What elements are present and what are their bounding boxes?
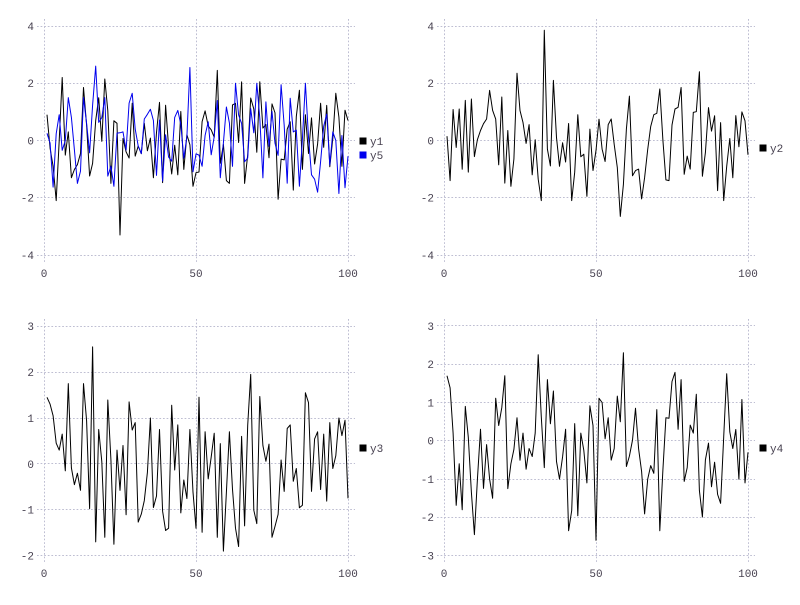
svg-text:y4: y4 — [770, 444, 784, 456]
svg-text:50: 50 — [189, 569, 202, 581]
svg-text:y2: y2 — [770, 144, 783, 156]
svg-text:y5: y5 — [370, 151, 383, 163]
svg-text:50: 50 — [589, 569, 602, 581]
svg-text:0: 0 — [41, 269, 48, 281]
svg-text:1: 1 — [27, 414, 34, 426]
svg-text:0: 0 — [427, 437, 434, 449]
svg-text:-2: -2 — [21, 194, 34, 206]
svg-text:50: 50 — [189, 269, 202, 281]
svg-text:100: 100 — [738, 569, 758, 581]
svg-text:-1: -1 — [21, 506, 35, 518]
svg-text:y1: y1 — [370, 137, 384, 149]
svg-text:0: 0 — [41, 569, 48, 581]
svg-text:2: 2 — [27, 368, 34, 380]
svg-text:2: 2 — [427, 360, 434, 372]
svg-text:-4: -4 — [421, 251, 435, 263]
svg-text:-2: -2 — [421, 513, 434, 525]
svg-text:50: 50 — [589, 269, 602, 281]
svg-text:0: 0 — [27, 460, 34, 472]
svg-text:3: 3 — [27, 322, 34, 334]
svg-text:-4: -4 — [21, 251, 35, 263]
svg-text:2: 2 — [427, 79, 434, 91]
svg-text:-2: -2 — [21, 552, 34, 564]
svg-text:y3: y3 — [370, 444, 383, 456]
svg-text:0: 0 — [441, 569, 448, 581]
svg-text:-1: -1 — [421, 475, 435, 487]
svg-text:0: 0 — [427, 136, 434, 148]
svg-text:1: 1 — [427, 398, 434, 410]
svg-text:4: 4 — [27, 22, 34, 34]
svg-text:100: 100 — [338, 569, 358, 581]
svg-text:100: 100 — [338, 269, 358, 281]
svg-text:-3: -3 — [421, 552, 434, 564]
svg-text:2: 2 — [27, 79, 34, 91]
svg-text:0: 0 — [441, 269, 448, 281]
svg-text:3: 3 — [427, 322, 434, 334]
svg-text:-2: -2 — [421, 194, 434, 206]
svg-text:100: 100 — [738, 269, 758, 281]
svg-text:0: 0 — [27, 136, 34, 148]
svg-text:4: 4 — [427, 22, 434, 34]
